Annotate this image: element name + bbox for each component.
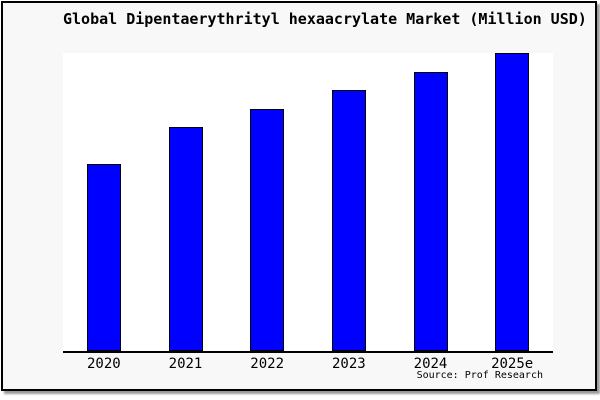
x-axis-tick-labels: 2020 2021 2022 2023 2024 2025e: [63, 356, 553, 372]
source-credit: Source: Prof Research: [416, 370, 543, 381]
plot-area: [63, 53, 553, 353]
x-tick-2022: 2022: [250, 356, 285, 372]
bar-2023: [331, 90, 366, 351]
bar-2021: [168, 127, 203, 351]
x-tick-2021: 2021: [168, 356, 203, 372]
chart-frame: Global Dipentaerythrityl hexaacrylate Ma…: [1, 1, 597, 391]
bar-2022: [250, 109, 285, 351]
x-tick-2020: 2020: [86, 356, 121, 372]
bar-2020: [86, 164, 121, 351]
x-tick-2025e: 2025e: [491, 356, 534, 372]
bar-2024: [413, 72, 448, 351]
chart-title: Global Dipentaerythrityl hexaacrylate Ma…: [63, 10, 587, 28]
x-tick-2023: 2023: [331, 356, 366, 372]
x-tick-2024: 2024: [413, 356, 448, 372]
bar-2025e: [495, 53, 530, 351]
